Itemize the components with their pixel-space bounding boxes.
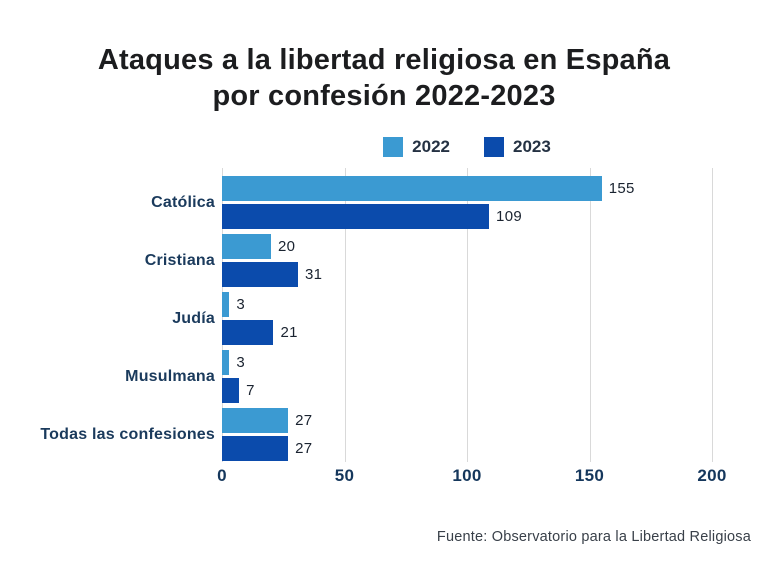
bar-2023 xyxy=(222,320,274,345)
bar-value-label: 31 xyxy=(304,266,323,283)
bar-line: 7 xyxy=(222,378,768,403)
x-tick-label: 50 xyxy=(334,466,355,485)
x-axis-tick-labels: 0 50 100 150 200 xyxy=(0,466,768,490)
bar-pair: 20 31 xyxy=(222,234,768,287)
bar-2023 xyxy=(222,204,490,229)
bar-row: Cristiana 20 31 xyxy=(0,234,768,287)
chart-title-line-1: Ataques a la libertad religiosa en Españ… xyxy=(97,44,671,76)
source-note: Fuente: Observatorio para la Libertad Re… xyxy=(436,529,751,545)
legend-label: 2023 xyxy=(513,137,551,156)
gridline xyxy=(589,168,591,462)
bar-line: 3 xyxy=(222,350,768,375)
bar-row: Todas las confesiones 27 27 xyxy=(0,408,768,461)
bar-line: 27 xyxy=(222,408,768,433)
plot-area: Católica 155 109 Cristiana 20 31 Judía 3 21 Musul… xyxy=(0,168,768,462)
chart-title: Ataques a la libertad religiosa en Españ… xyxy=(0,42,768,114)
bar-value-label: 109 xyxy=(496,208,522,225)
legend-item: 2022 xyxy=(383,137,450,157)
x-tick-label: 100 xyxy=(452,466,482,485)
x-tick-label: 150 xyxy=(574,466,605,485)
bar-line: 27 xyxy=(222,436,768,461)
category-label: Cristiana xyxy=(144,251,215,269)
bar-value-label: 3 xyxy=(236,296,245,313)
legend-swatch xyxy=(484,137,504,157)
bar-2023 xyxy=(222,262,298,287)
legend-item: 2023 xyxy=(484,137,551,157)
bar-row: Católica 155 109 xyxy=(0,176,768,229)
category-label: Todas las confesiones xyxy=(40,425,215,443)
bar-value-label: 155 xyxy=(608,180,635,197)
category-label: Católica xyxy=(151,193,215,211)
bar-line: 155 xyxy=(222,176,768,201)
bar-2023 xyxy=(222,378,240,403)
bar-2022 xyxy=(222,176,602,201)
bar-2022 xyxy=(222,234,271,259)
category-label: Judía xyxy=(172,309,215,327)
bar-value-label: 7 xyxy=(246,382,255,399)
bar-value-label: 20 xyxy=(278,238,296,255)
gridline xyxy=(712,168,713,462)
bar-value-label: 21 xyxy=(280,324,298,341)
gridline xyxy=(344,168,346,462)
bar-pair: 27 27 xyxy=(222,408,768,461)
bar-value-label: 27 xyxy=(295,440,313,457)
bar-2022 xyxy=(222,292,230,317)
bar-line: 109 xyxy=(222,204,768,229)
bar-row: Musulmana 3 7 xyxy=(0,350,768,403)
bar-line: 31 xyxy=(222,262,768,287)
bar-line: 21 xyxy=(222,320,768,345)
gridline xyxy=(467,168,468,462)
category-label: Musulmana xyxy=(125,367,215,385)
bar-value-label: 27 xyxy=(295,412,313,429)
legend-swatch xyxy=(383,137,404,157)
bar-2023 xyxy=(222,436,289,461)
bar-value-label: 3 xyxy=(236,354,245,371)
legend-label: 2022 xyxy=(412,137,450,156)
bar-pair: 155 109 xyxy=(222,176,768,229)
chart-title-line-2: por confesión 2022-2023 xyxy=(212,80,556,112)
bar-pair: 3 21 xyxy=(222,292,768,345)
bar-2022 xyxy=(222,408,289,433)
bar-2022 xyxy=(222,350,230,375)
bar-rows: Católica 155 109 Cristiana 20 31 Judía 3 21 Musul… xyxy=(0,176,768,466)
x-tick-label: 0 xyxy=(217,466,227,485)
x-tick-label: 200 xyxy=(697,466,727,485)
bar-line: 20 xyxy=(222,234,768,259)
bar-line: 3 xyxy=(222,292,768,317)
bar-row: Judía 3 21 xyxy=(0,292,768,345)
chart-legend: 2022 2023 xyxy=(222,136,712,158)
